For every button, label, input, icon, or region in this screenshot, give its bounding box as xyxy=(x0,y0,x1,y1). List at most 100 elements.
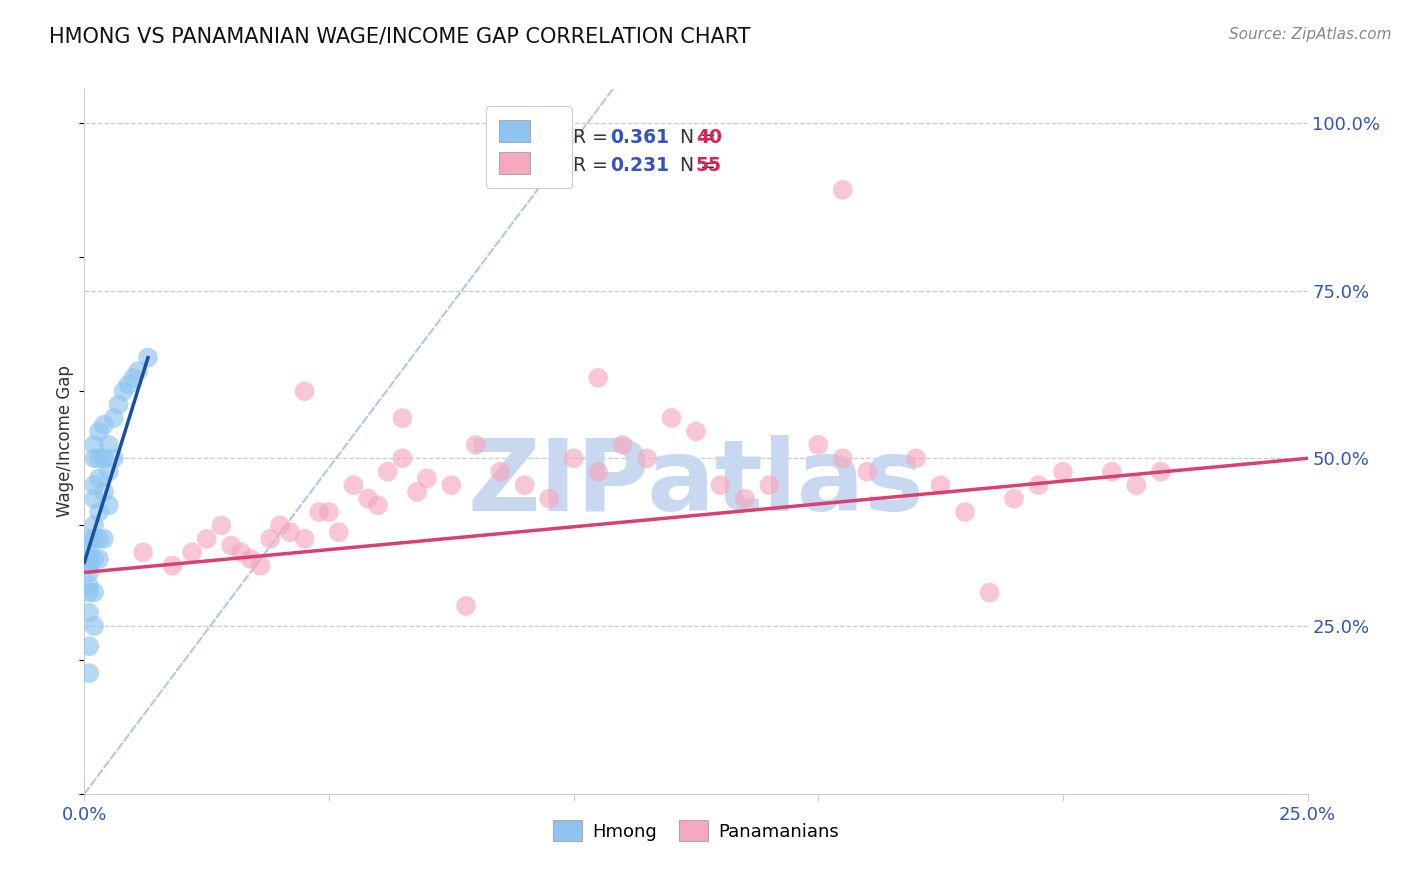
Point xyxy=(77,532,100,546)
Point xyxy=(513,478,536,492)
Point xyxy=(93,532,115,546)
Point xyxy=(1052,465,1074,479)
Point xyxy=(83,532,105,546)
Text: 0.231: 0.231 xyxy=(610,156,669,175)
Point xyxy=(87,451,110,466)
Point xyxy=(831,451,853,466)
Point xyxy=(77,585,100,599)
Point xyxy=(87,425,110,439)
Point xyxy=(93,451,115,466)
Text: N =: N = xyxy=(662,128,721,147)
Point xyxy=(328,525,350,540)
Text: R =: R = xyxy=(574,128,614,147)
Point xyxy=(77,639,100,653)
Text: R =: R = xyxy=(574,156,614,175)
Point xyxy=(259,532,281,546)
Point xyxy=(83,438,105,452)
Text: 55: 55 xyxy=(696,156,721,175)
Point xyxy=(97,498,120,512)
Point xyxy=(195,532,218,546)
Point xyxy=(758,478,780,492)
Point xyxy=(489,465,512,479)
Legend: Hmong, Panamanians: Hmong, Panamanians xyxy=(546,813,846,848)
Point xyxy=(856,465,879,479)
Point xyxy=(562,451,585,466)
Point xyxy=(1150,465,1173,479)
Point xyxy=(83,478,105,492)
Point xyxy=(77,545,100,559)
Point xyxy=(87,532,110,546)
Point xyxy=(612,438,634,452)
Point xyxy=(83,451,105,466)
Text: 0.361: 0.361 xyxy=(610,128,669,147)
Point xyxy=(77,666,100,681)
Point xyxy=(229,545,252,559)
Point xyxy=(905,451,928,466)
Point xyxy=(83,619,105,633)
Point xyxy=(1125,478,1147,492)
Point xyxy=(278,525,301,540)
Point xyxy=(979,585,1001,599)
Point xyxy=(87,471,110,485)
Point xyxy=(117,377,139,392)
Point xyxy=(77,558,100,573)
Point xyxy=(127,364,149,378)
Point xyxy=(103,411,125,425)
Point xyxy=(181,545,204,559)
Text: HMONG VS PANAMANIAN WAGE/INCOME GAP CORRELATION CHART: HMONG VS PANAMANIAN WAGE/INCOME GAP CORR… xyxy=(49,27,751,46)
Point xyxy=(269,518,291,533)
Point xyxy=(391,411,413,425)
Point xyxy=(586,371,609,385)
Point xyxy=(538,491,561,506)
Text: 40: 40 xyxy=(696,128,721,147)
Point xyxy=(391,451,413,466)
Point xyxy=(93,417,115,432)
Point xyxy=(406,484,429,499)
Point xyxy=(162,558,184,573)
Point xyxy=(464,438,486,452)
Point xyxy=(97,438,120,452)
Point xyxy=(83,491,105,506)
Point xyxy=(367,498,389,512)
Point xyxy=(83,552,105,566)
Point xyxy=(685,425,707,439)
Point xyxy=(132,545,155,559)
Point xyxy=(87,505,110,519)
Text: ZIPatlas: ZIPatlas xyxy=(468,435,924,533)
Point xyxy=(454,599,477,613)
Point xyxy=(219,539,242,553)
Point xyxy=(103,451,125,466)
Point xyxy=(308,505,330,519)
Point xyxy=(1028,478,1050,492)
Point xyxy=(953,505,976,519)
Point xyxy=(318,505,340,519)
Point xyxy=(249,558,271,573)
Point xyxy=(342,478,364,492)
Point xyxy=(734,491,756,506)
Point xyxy=(93,484,115,499)
Y-axis label: Wage/Income Gap: Wage/Income Gap xyxy=(56,366,75,517)
Point xyxy=(586,465,609,479)
Point xyxy=(416,471,439,485)
Point xyxy=(136,351,159,365)
Point xyxy=(709,478,731,492)
Point xyxy=(357,491,380,506)
Point xyxy=(831,183,853,197)
Point xyxy=(807,438,830,452)
Point xyxy=(636,451,658,466)
Point xyxy=(294,532,316,546)
Point xyxy=(107,398,129,412)
Point xyxy=(122,371,145,385)
Point xyxy=(77,579,100,593)
Point xyxy=(929,478,952,492)
Point xyxy=(83,518,105,533)
Point xyxy=(83,585,105,599)
Point xyxy=(661,411,683,425)
Point xyxy=(112,384,135,399)
Point xyxy=(239,552,262,566)
Point xyxy=(209,518,232,533)
Point xyxy=(440,478,463,492)
Point xyxy=(97,465,120,479)
Text: Source: ZipAtlas.com: Source: ZipAtlas.com xyxy=(1229,27,1392,42)
Point xyxy=(77,566,100,580)
